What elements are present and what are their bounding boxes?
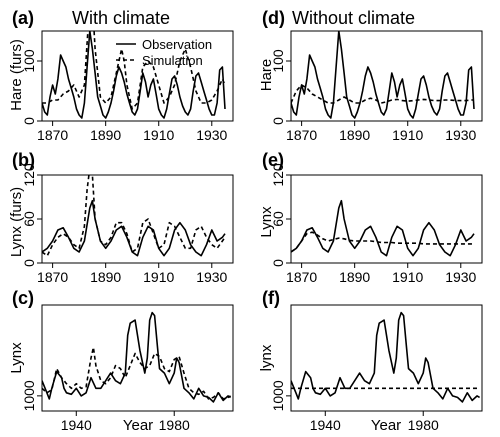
panel-b-xtick-label: 1870 <box>37 269 68 285</box>
legend: Observation Simulation <box>116 37 212 68</box>
panel-e-ytick-label: 120 <box>270 163 286 187</box>
panel-e-ytick-label: 0 <box>270 259 286 267</box>
panel-c-series-simulation <box>42 346 232 400</box>
panel-a-xtick-label: 1890 <box>90 127 121 143</box>
panel-a-title: With climate <box>72 8 170 28</box>
panel-d-ytick-label: 100 <box>270 49 286 73</box>
panel-f: (f) lynx 1940 1980 1000 Year <box>258 288 483 434</box>
panel-c-ytick-label: 1000 <box>21 380 37 411</box>
panel-a-ytick-label: 0 <box>21 117 37 125</box>
panel-b-series-simulation <box>42 175 226 257</box>
panel-f-xtick-label: 1980 <box>408 417 439 433</box>
panel-c-axes: 1940 1980 1000 <box>21 380 190 433</box>
panel-b-ytick-label: 120 <box>21 163 37 187</box>
panel-d-series-simulation <box>291 84 474 104</box>
panel-b-ytick-label: 60 <box>21 211 37 227</box>
panel-d-xtick-label: 1870 <box>286 127 317 143</box>
panel-f-axes: 1940 1980 1000 <box>270 380 439 433</box>
panel-a-series-simulation <box>42 31 226 110</box>
panel-d-title: Without climate <box>292 8 415 28</box>
panel-f-xlabel: Year <box>371 417 401 434</box>
panel-f-lines <box>291 311 481 403</box>
panel-b-xtick-label: 1930 <box>196 269 227 285</box>
panel-d-lines <box>291 31 475 119</box>
panel-d-xtick-label: 1890 <box>339 127 370 143</box>
panel-a-xtick-label: 1910 <box>143 127 174 143</box>
panel-c-xtick-label: 1940 <box>61 417 92 433</box>
panel-a: (a) With climate Hare (furs) 1870 1890 191… <box>8 8 234 143</box>
panel-a-axes: 1870 1890 1910 1930 0 100 <box>21 49 228 143</box>
panel-b-ytick-label: 0 <box>21 259 37 267</box>
panel-a-ylabel: Hare (furs) <box>8 39 25 111</box>
panel-e-lines <box>291 199 475 257</box>
panel-a-plot-box <box>41 30 234 122</box>
panel-a-xtick-label: 1930 <box>196 127 227 143</box>
panel-f-xtick-label: 1940 <box>310 417 341 433</box>
legend-simulation-label: Simulation <box>142 53 203 68</box>
panel-d-plot-box <box>290 30 483 122</box>
panel-b-series-observation <box>42 199 226 257</box>
panel-f-ytick-label: 1000 <box>270 380 286 411</box>
panel-f-plot-box <box>290 304 483 412</box>
panel-a-label: (a) <box>12 8 34 28</box>
panel-c-ylabel: Lynx <box>8 342 25 374</box>
panel-d-xtick-label: 1930 <box>445 127 476 143</box>
panel-b: (b) Lynx (furs) 1870 1890 1910 1930 0 60 120 <box>8 150 234 285</box>
panel-e-series-observation <box>291 199 475 257</box>
panel-a-series-observation <box>42 31 226 119</box>
panel-f-series-observation <box>291 311 481 403</box>
panel-a-lines <box>42 31 226 119</box>
panel-a-ytick-label: 100 <box>21 49 37 73</box>
panel-a-xtick-label: 1870 <box>37 127 68 143</box>
panel-b-xtick-label: 1910 <box>143 269 174 285</box>
panel-e-xtick-label: 1870 <box>286 269 317 285</box>
panel-c-label: (c) <box>12 288 34 308</box>
panel-c-lines <box>42 311 232 403</box>
panel-e-xtick-label: 1910 <box>392 269 423 285</box>
panel-b-xtick-label: 1890 <box>90 269 121 285</box>
panel-f-label: (f) <box>262 288 280 308</box>
panel-e: (e) Lynx 1870 1890 1910 1930 0 60 120 <box>258 150 483 285</box>
panel-e-ytick-label: 60 <box>270 211 286 227</box>
panel-b-lines <box>42 175 226 257</box>
panel-b-label: (b) <box>12 150 35 170</box>
panel-d-axes: 1870 1890 1910 1930 0 100 <box>270 49 477 143</box>
panel-b-axes: 1870 1890 1910 1930 0 60 120 <box>21 163 228 285</box>
legend-observation-label: Observation <box>142 37 212 52</box>
panel-e-ylabel: Lynx <box>258 206 275 238</box>
panel-e-xtick-label: 1930 <box>445 269 476 285</box>
panel-d-xtick-label: 1910 <box>392 127 423 143</box>
panel-b-ylabel: Lynx (furs) <box>8 187 25 257</box>
panel-c-plot-box <box>41 304 234 412</box>
panel-c-xtick-label: 1980 <box>159 417 190 433</box>
panel-e-label: (e) <box>262 150 284 170</box>
panel-d-label: (d) <box>262 8 285 28</box>
panel-c-series-observation <box>42 311 232 403</box>
panel-c-xlabel: Year <box>123 417 153 434</box>
panel-e-axes: 1870 1890 1910 1930 0 60 120 <box>270 163 477 285</box>
panel-f-ylabel: lynx <box>258 344 275 371</box>
panel-d-ytick-label: 0 <box>270 117 286 125</box>
panel-d-ylabel: Hare <box>258 59 275 92</box>
panel-d-series-observation <box>291 31 475 119</box>
panel-e-xtick-label: 1890 <box>339 269 370 285</box>
panel-d: (d) Without climate Hare 1870 1890 1910 193… <box>258 8 483 143</box>
panel-c: (c) Lynx 1940 1980 1000 Year <box>8 288 234 434</box>
